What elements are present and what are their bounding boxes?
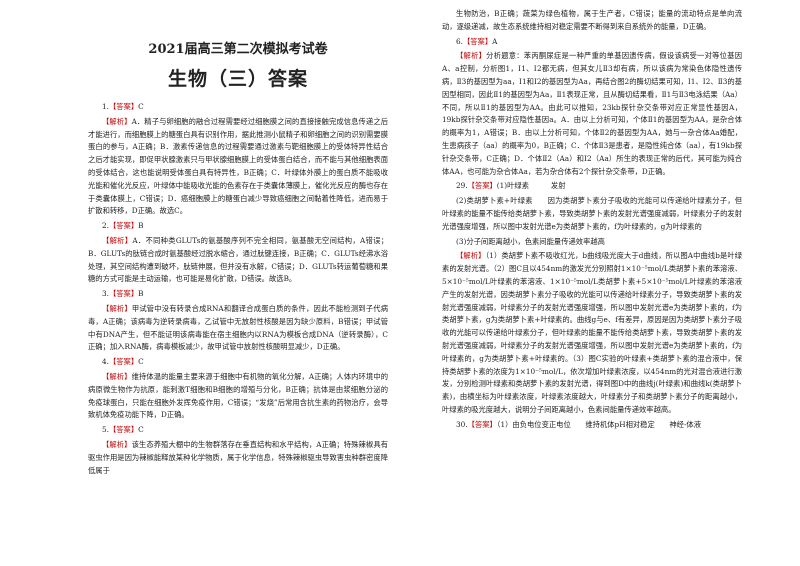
- label-tag: 【答案】: [108, 289, 139, 299]
- subtitle: 生物（三）答案: [167, 68, 308, 90]
- paragraph-text: (1)叶绿素 发射: [496, 181, 566, 191]
- paragraph: 【解析】A．不同种类GLUTs的氨基酸序列不完全相同，氨基酸无空间结构，A错误；…: [88, 235, 388, 286]
- paragraph: (2)类胡萝卜素+叶绿素 因为类胡萝卜素分子吸收的光能可以传递给叶绿素分子，但叶…: [442, 195, 742, 233]
- paragraph-text: C: [138, 357, 144, 367]
- paragraph-text: 该生态养殖大棚中的生物群落存在垂直结构和水平结构，A正确；特殊辣椒具有驱虫作用是…: [88, 439, 388, 475]
- paragraph-text: C: [138, 425, 144, 435]
- title: 2021届高三第二次模拟考试卷: [148, 42, 328, 57]
- label-tag: 【答案】: [467, 419, 497, 429]
- paragraph-text: （1）由负电位变正电位 维持机体pH相对稳定 神经-体液: [496, 419, 702, 429]
- paragraph-text: (2)类胡萝卜素+叶绿素 因为类胡萝卜素分子吸收的光能可以传递给叶绿素分子，但叶…: [442, 196, 742, 231]
- paragraph-text: 维持体温的能量主要来源于细胞中有机物的氧化分解，A正确；人体内环境中的病原微生物…: [88, 371, 388, 420]
- label-tag: 【答案】: [108, 425, 139, 435]
- question-number: 2.: [102, 221, 109, 231]
- question-number: 5.: [102, 425, 109, 435]
- label-tag: 【解析】: [102, 439, 132, 449]
- paragraph: 【解析】维持体温的能量主要来源于细胞中有机物的氧化分解，A正确；人体内环境中的病…: [88, 371, 388, 422]
- paragraph: 30.【答案】（1）由负电位变正电位 维持机体pH相对稳定 神经-体液: [442, 419, 742, 432]
- label-tag: 【解析】: [102, 371, 132, 381]
- paragraph: 2.【答案】B: [88, 220, 388, 233]
- label-tag: 【答案】: [462, 36, 493, 46]
- question-number: 1.: [102, 102, 109, 111]
- paragraph-text: 生物防治，B正确；蔬菜为绿色植物，属于生产者，C错误；能量的流动特点是单向流动，…: [442, 9, 742, 31]
- paragraph: 4.【答案】C: [88, 356, 388, 369]
- left-column: 1.【答案】C 【解析】A．精子与卵细胞的融合过程需要经过细胞膜之间的直接接触完成…: [88, 100, 388, 562]
- question-number: 30.: [456, 419, 468, 429]
- paragraph: 5.【答案】C: [88, 424, 388, 437]
- paragraph-text: A．不同种类GLUTs的氨基酸序列不完全相同，氨基酸无空间结构，A错误；B．GL…: [88, 235, 388, 284]
- question-number: 6.: [456, 36, 463, 46]
- paragraph: 【解析】分析题意：苯丙酮尿症是一种严重的单基因遗传病，假设该病受一对等位基因A、…: [442, 50, 742, 178]
- paragraph-text: A: [492, 36, 498, 46]
- paragraph: 生物防治，B正确；蔬菜为绿色植物，属于生产者，C错误；能量的流动特点是单向流动，…: [442, 8, 742, 34]
- label-tag: 【答案】: [108, 102, 139, 111]
- paragraph: 6.【答案】A: [442, 36, 742, 49]
- label-tag: 【解析】: [456, 51, 487, 61]
- paragraph-text: B: [138, 289, 144, 299]
- paragraph-text: 分析题意：苯丙酮尿症是一种严重的单基因遗传病，假设该病受一对等位基因A、a控制，…: [442, 51, 742, 176]
- label-tag: 【解析】: [102, 116, 132, 126]
- label-tag: 【答案】: [108, 357, 139, 367]
- paragraph-text: B: [138, 221, 144, 231]
- label-tag: 【解析】: [102, 303, 132, 313]
- label-tag: 【答案】: [467, 181, 497, 191]
- paragraph: 【解析】该生态养殖大棚中的生物群落存在垂直结构和水平结构，A正确；特殊辣椒具有驱…: [88, 439, 388, 477]
- question-number: 4.: [102, 357, 109, 367]
- paragraph: 29.【答案】(1)叶绿素 发射: [442, 180, 742, 193]
- paragraph: 【解析】甲试管中没有转录合成RNA和翻译合成蛋白质的条件，因此不能检测到子代病毒…: [88, 303, 388, 354]
- question-number: 3.: [102, 289, 109, 299]
- label-tag: 【答案】: [108, 221, 139, 231]
- paragraph-text: (3)分子间距离越小，色素间能量传递效率越高: [456, 236, 605, 246]
- paragraph-text: （1）类胡萝卜素不吸收红光，b曲线吸光度大于d曲线，所以图A中曲线b是叶绿素的发…: [442, 251, 742, 414]
- paragraph: 【解析】（1）类胡萝卜素不吸收红光，b曲线吸光度大于d曲线，所以图A中曲线b是叶…: [442, 250, 742, 416]
- paragraph: 【解析】A．精子与卵细胞的融合过程需要经过细胞膜之间的直接接触完成信息传递之后才…: [88, 116, 388, 218]
- paragraph: (3)分子间距离越小，色素间能量传递效率越高: [442, 236, 742, 249]
- paragraph-text: A．精子与卵细胞的融合过程需要经过细胞膜之间的直接接触完成信息传递之后才能进行，…: [88, 116, 388, 216]
- paragraph: 3.【答案】B: [88, 288, 388, 301]
- label-tag: 【解析】: [102, 235, 133, 245]
- paragraph-text: 甲试管中没有转录合成RNA和翻译合成蛋白质的条件，因此不能检测到子代病毒，A正确…: [88, 303, 388, 352]
- right-column: 生物防治，B正确；蔬菜为绿色植物，属于生产者，C错误；能量的流动特点是单向流动，…: [442, 8, 742, 562]
- label-tag: 【解析】: [456, 251, 486, 261]
- paragraph-text: C: [138, 102, 144, 111]
- question-number: 29.: [456, 181, 468, 191]
- paragraph: 1.【答案】C: [88, 101, 388, 114]
